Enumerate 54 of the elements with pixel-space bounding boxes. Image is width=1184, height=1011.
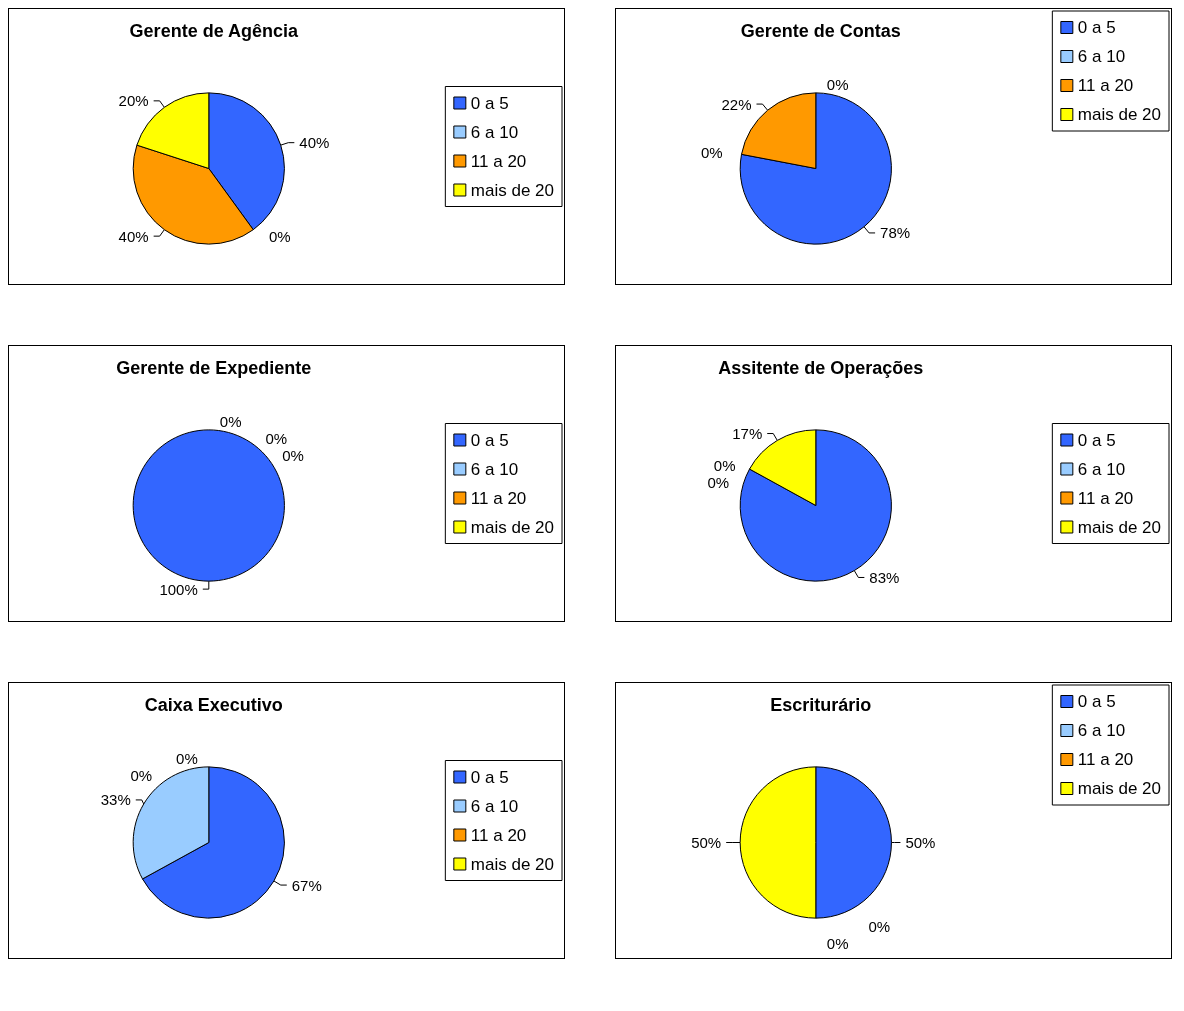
legend-label: 6 a 10 bbox=[470, 796, 519, 816]
data-label: 83% bbox=[869, 568, 900, 586]
data-label: 67% bbox=[291, 876, 322, 894]
text: 0% bbox=[282, 447, 304, 465]
legend-label: 11 a 20 bbox=[1077, 76, 1134, 95]
data-label: 40% bbox=[299, 134, 330, 152]
chart-title: Caixa Executivo bbox=[144, 695, 283, 715]
text: 0% bbox=[700, 144, 723, 162]
text: Gerente de Contas bbox=[740, 21, 901, 41]
legend-label: 0 a 5 bbox=[1077, 18, 1116, 37]
legend-label: mais de 20 bbox=[470, 854, 555, 874]
chart-title: Gerente de Expediente bbox=[116, 358, 312, 378]
legend-label: 6 a 10 bbox=[1077, 721, 1126, 740]
legend-label: 6 a 10 bbox=[470, 459, 519, 479]
text: 0% bbox=[826, 76, 849, 94]
legend-label: 0 a 5 bbox=[470, 430, 509, 450]
legend-label: 0 a 5 bbox=[1077, 692, 1116, 711]
legend-label: 11 a 20 bbox=[470, 825, 527, 845]
legend-label: 11 a 20 bbox=[470, 488, 527, 508]
text: 0% bbox=[707, 473, 730, 491]
legend-label: mais de 20 bbox=[470, 180, 555, 200]
text: 0% bbox=[219, 413, 242, 431]
text: 0% bbox=[176, 750, 198, 768]
text: 0% bbox=[265, 430, 288, 448]
data-label: 33% bbox=[100, 791, 131, 809]
text: 0% bbox=[268, 227, 291, 245]
text: 0% bbox=[868, 917, 891, 935]
legend-label: 0 a 5 bbox=[470, 767, 509, 787]
legend-label: 6 a 10 bbox=[470, 122, 519, 142]
legend-label: 6 a 10 bbox=[1077, 459, 1126, 479]
data-label: 22% bbox=[721, 95, 752, 113]
legend-label: mais de 20 bbox=[1077, 517, 1162, 537]
text: 0% bbox=[713, 456, 736, 474]
legend-label: mais de 20 bbox=[1077, 105, 1162, 124]
data-label: 17% bbox=[732, 425, 763, 443]
data-label: 50% bbox=[691, 834, 722, 851]
data-label: 78% bbox=[880, 224, 911, 242]
text: 0% bbox=[130, 767, 153, 785]
legend-label: 0 a 5 bbox=[470, 93, 509, 113]
legend-label: 0 a 5 bbox=[1077, 430, 1116, 450]
legend-label: 11 a 20 bbox=[470, 151, 527, 171]
data-label: 40% bbox=[118, 227, 149, 245]
data-label: 100% bbox=[159, 580, 198, 598]
chart-title: Gerente de Agência bbox=[129, 21, 299, 41]
text: 0% bbox=[826, 934, 849, 952]
legend-label: mais de 20 bbox=[1077, 779, 1162, 798]
legend-label: 11 a 20 bbox=[1077, 488, 1134, 508]
legend-label: mais de 20 bbox=[470, 517, 555, 537]
legend-label: 11 a 20 bbox=[1077, 750, 1134, 769]
chart-title: Assitente de Operações bbox=[718, 358, 924, 378]
text: Escriturário bbox=[770, 695, 872, 715]
legend-label: 6 a 10 bbox=[1077, 47, 1126, 66]
data-label: 20% bbox=[118, 92, 149, 110]
data-label: 50% bbox=[905, 834, 936, 851]
